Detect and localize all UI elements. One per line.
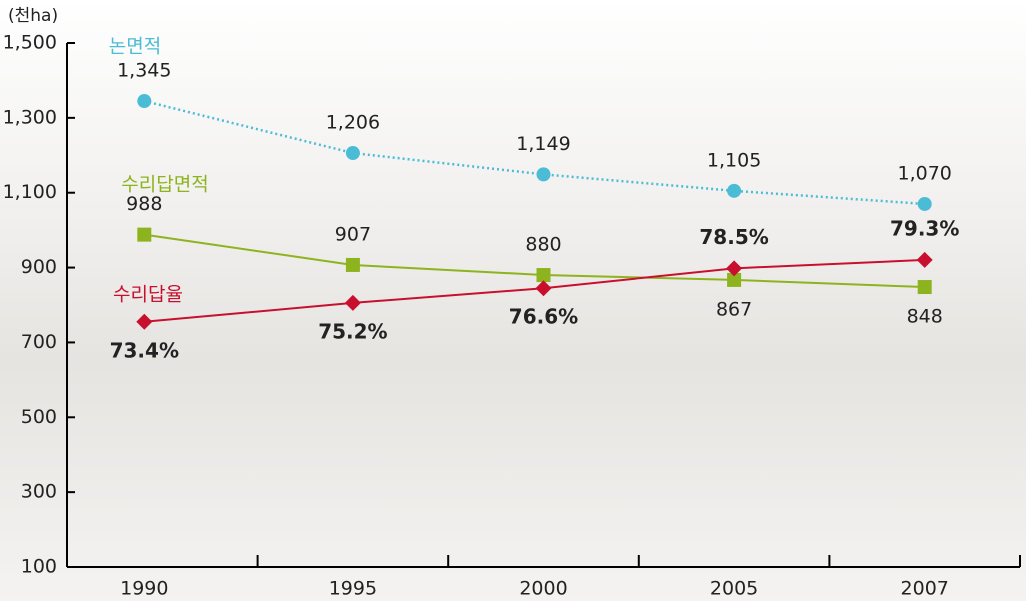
x-tick-label: 1995 [329, 578, 377, 600]
y-tick-label: 700 [21, 331, 57, 353]
data-label: 907 [335, 223, 371, 245]
x-tick-label: 2007 [901, 578, 949, 600]
data-label: 867 [716, 298, 752, 320]
data-label: 848 [907, 306, 943, 328]
data-label: 1,149 [516, 133, 570, 155]
point [537, 167, 551, 181]
y-tick-label: 1,100 [3, 181, 57, 203]
y-tick-label: 500 [21, 406, 57, 428]
x-tick-label: 2000 [519, 578, 567, 600]
point [918, 197, 932, 211]
data-label: 78.5% [699, 225, 768, 249]
data-label: 73.4% [110, 338, 179, 362]
data-label: 76.6% [509, 305, 578, 329]
y-tick-label: 1,300 [3, 106, 57, 128]
point [346, 146, 360, 160]
data-label: 1,345 [117, 60, 171, 82]
data-label: 1,070 [897, 162, 951, 184]
x-tick-label: 2005 [710, 578, 758, 600]
y-tick-label: 300 [21, 481, 57, 503]
y-tick-label: 1,500 [3, 32, 57, 54]
data-label: 1,206 [326, 112, 380, 134]
point [727, 184, 741, 198]
point [918, 280, 932, 294]
data-label: 1,105 [707, 149, 761, 171]
point [346, 258, 360, 272]
chart: (천ha) 1,500 1,300 1,100 900 700 500 300 100 1990… [0, 0, 1026, 601]
point [137, 228, 151, 242]
data-label: 988 [126, 193, 162, 215]
y-tick-label: 900 [21, 256, 57, 278]
y-tick-label: 100 [21, 556, 57, 578]
data-label: 75.2% [318, 319, 387, 343]
point [137, 94, 151, 108]
series-name: 수리답면적 [121, 174, 208, 196]
series-name: 수리답율 [113, 284, 183, 306]
data-label: 880 [525, 234, 561, 256]
point [537, 268, 551, 282]
x-tick-label: 1990 [120, 578, 168, 600]
data-label: 79.3% [890, 216, 959, 240]
y-axis-unit: (천ha) [8, 6, 58, 26]
series-name: 논면적 [109, 36, 161, 58]
